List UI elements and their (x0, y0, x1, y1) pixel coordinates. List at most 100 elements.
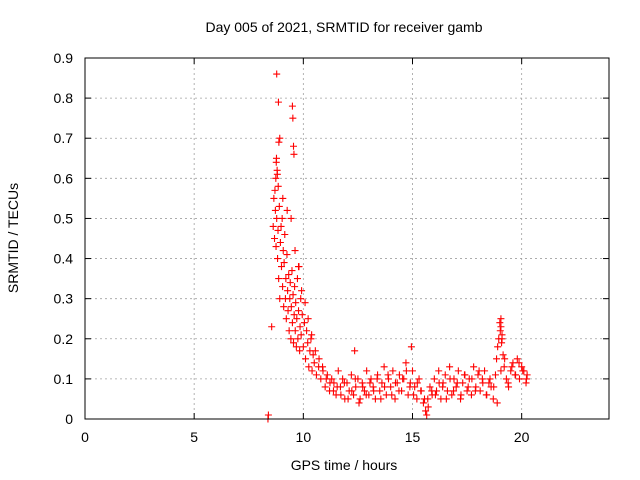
data-point (395, 371, 403, 379)
x-axis-label: GPS time / hours (291, 457, 398, 473)
data-point (340, 379, 348, 387)
data-point (470, 363, 478, 371)
data-point (288, 102, 296, 110)
data-point (275, 138, 283, 146)
data-point (378, 379, 386, 387)
data-point (271, 206, 279, 214)
data-point (497, 367, 505, 375)
data-point (285, 271, 293, 279)
data-point (279, 194, 287, 202)
data-point (381, 383, 389, 391)
data-point (278, 263, 285, 271)
x-tick-label: 20 (514, 429, 530, 445)
data-point (308, 367, 316, 375)
data-point (301, 299, 309, 307)
data-point (283, 206, 291, 214)
data-point (274, 226, 282, 234)
data-point (402, 367, 410, 375)
data-point (307, 335, 315, 343)
data-point (269, 222, 277, 230)
data-point (493, 399, 501, 407)
data-point (287, 335, 295, 343)
y-tick-label: 0.8 (54, 90, 74, 106)
x-tick-label: 15 (405, 429, 421, 445)
data-point (275, 275, 283, 283)
data-point (479, 379, 487, 387)
data-point (308, 331, 316, 339)
data-point (315, 355, 323, 363)
y-tick-label: 0.2 (54, 331, 74, 347)
data-point (419, 399, 427, 407)
data-point (303, 327, 311, 335)
data-point (389, 367, 397, 375)
data-point (283, 251, 291, 259)
data-point (430, 375, 438, 383)
data-point (309, 351, 317, 359)
data-point (278, 214, 286, 222)
data-point (344, 395, 352, 403)
data-point (356, 395, 364, 403)
data-point (286, 279, 294, 287)
data-point (287, 214, 295, 222)
data-point (333, 383, 341, 391)
data-point (522, 375, 530, 383)
data-point (339, 375, 347, 383)
plot-frame (84, 57, 610, 420)
data-point (406, 383, 414, 391)
data-point (366, 379, 374, 387)
data-point (292, 343, 300, 351)
data-point (370, 387, 378, 395)
data-point (498, 335, 506, 343)
data-point (319, 363, 327, 371)
data-point (450, 387, 458, 395)
data-point (360, 387, 368, 395)
data-point (417, 387, 425, 395)
y-tick-label: 0.4 (54, 251, 74, 267)
data-point (359, 383, 367, 391)
data-point (515, 375, 523, 383)
data-point (399, 375, 407, 383)
data-point (491, 371, 499, 379)
data-point (273, 170, 281, 178)
data-point (275, 202, 283, 210)
data-point (291, 247, 299, 255)
data-point (323, 371, 331, 379)
data-point (413, 379, 421, 387)
data-point (280, 303, 288, 311)
data-point (351, 375, 359, 383)
data-point (501, 355, 509, 363)
data-point (279, 247, 287, 255)
data-point (274, 182, 282, 190)
data-point (493, 355, 501, 363)
scatter-marks (264, 70, 531, 423)
grid-layer (85, 58, 609, 419)
data-point (446, 375, 454, 383)
data-point (348, 387, 356, 395)
data-point (290, 150, 298, 158)
data-point (276, 134, 284, 142)
data-point (277, 222, 285, 230)
data-point (424, 403, 432, 411)
data-point (326, 379, 334, 387)
data-point (485, 379, 493, 387)
y-tick-label: 0.9 (54, 50, 74, 66)
data-point (384, 371, 392, 379)
data-point (286, 295, 294, 303)
data-point (347, 371, 355, 379)
data-point (334, 367, 342, 375)
y-tick-label: 0.6 (54, 170, 74, 186)
data-point (391, 379, 399, 387)
data-point (482, 391, 490, 399)
y-tick-label: 0.3 (54, 291, 74, 307)
data-point (282, 315, 290, 323)
data-point (274, 98, 282, 106)
data-point (475, 367, 483, 375)
data-point (273, 70, 281, 78)
y-tick-label: 0.5 (54, 210, 74, 226)
axis-ticks: 0 0.1 0.2 0.3 0.4 0.5 0.6 0.7 0.8 0.9 0 5 10 15 20 (54, 50, 609, 445)
x-tick-label: 10 (296, 429, 312, 445)
data-point (367, 375, 375, 383)
data-point (304, 339, 312, 347)
data-point (496, 327, 504, 335)
